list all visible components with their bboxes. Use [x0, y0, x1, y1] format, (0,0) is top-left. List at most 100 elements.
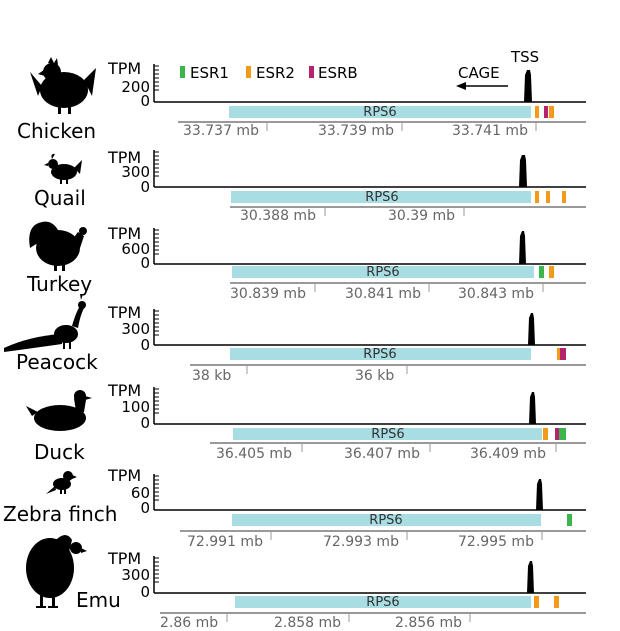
- track-quail: Quail TPM 300 0 RPS6 30.388 mb 30.39 mb: [34, 148, 586, 224]
- coord-label: 33.737 mb: [183, 123, 259, 139]
- zebra-finch-silhouette-icon: [46, 471, 77, 494]
- motif-esr2: [557, 348, 560, 360]
- gene-label: RPS6: [371, 427, 404, 442]
- gene-label: RPS6: [363, 347, 396, 362]
- motif-esrb: [544, 106, 548, 118]
- gene-bar: [232, 514, 541, 526]
- coord-label: 33.741 mb: [452, 123, 528, 139]
- motif-esr1: [539, 266, 544, 278]
- tss-label: TSS: [510, 48, 539, 66]
- coord-label: 2.86 mb: [160, 615, 218, 631]
- gene-label: RPS6: [363, 105, 396, 120]
- coord-label: 36.407 mb: [344, 446, 420, 462]
- y-tick-label: 60: [131, 484, 150, 502]
- gene-bar: [235, 596, 531, 608]
- track-emu: Emu TPM 300 0 RPS6 2.86 mb 2.858 mb 2.85…: [26, 535, 586, 631]
- motif-esr1: [567, 514, 572, 526]
- motif-esr2: [535, 191, 539, 203]
- motif-esr1: [559, 428, 566, 440]
- species-label: Quail: [34, 186, 86, 210]
- y-axis-title: TPM: [107, 303, 141, 322]
- track-peacock: Peacock TPM 300 0 RPS6 38 kb 36 kb: [4, 294, 586, 384]
- y-tick-label: 300: [121, 163, 150, 181]
- species-label: Turkey: [26, 272, 92, 296]
- emu-silhouette-icon: [26, 535, 87, 608]
- species-label: Zebra finch: [3, 502, 117, 526]
- cage-arrow-head: [456, 82, 466, 90]
- y-minor-ticks: [154, 65, 159, 91]
- coord-label: 30.388 mb: [240, 208, 316, 224]
- coord-label: 36 kb: [355, 368, 394, 384]
- y-zero-label: 0: [140, 499, 150, 517]
- legend-esr2-label: ESR2: [256, 64, 295, 82]
- y-zero-label: 0: [140, 583, 150, 601]
- y-tick-label: 600: [121, 240, 150, 258]
- motif-esr2: [543, 428, 548, 440]
- y-minor-ticks: [154, 310, 159, 336]
- cage-peak: [524, 70, 532, 102]
- cage-peak: [527, 561, 534, 593]
- motif-esr2: [534, 596, 539, 608]
- y-axis-title: TPM: [107, 381, 141, 400]
- gene-bar: [232, 266, 534, 278]
- y-tick-label: 300: [121, 320, 150, 338]
- y-tick-label: 100: [121, 398, 150, 416]
- motif-esr2: [562, 191, 566, 203]
- coord-label: 36.405 mb: [216, 446, 292, 462]
- y-minor-ticks: [154, 557, 159, 583]
- legend-esrb-swatch: [309, 66, 314, 78]
- gene-label: RPS6: [366, 595, 399, 610]
- y-axis-title: TPM: [107, 466, 141, 485]
- y-axis-title: TPM: [107, 59, 141, 78]
- motif-esrb: [560, 348, 566, 360]
- track-zebra-finch: Zebra finch TPM 60 0 RPS6 72.991 mb 72.9…: [3, 466, 586, 550]
- motif-esr2: [546, 191, 550, 203]
- motif-esr2: [554, 596, 559, 608]
- track-turkey: Turkey TPM 600 0 RPS6 30.839 mb 30.841 m…: [26, 221, 586, 302]
- gene-label: RPS6: [366, 265, 399, 280]
- y-minor-ticks: [154, 229, 159, 255]
- y-zero-label: 0: [140, 254, 150, 272]
- y-zero-label: 0: [140, 414, 150, 432]
- peacock-silhouette-icon: [4, 294, 86, 352]
- y-zero-label: 0: [140, 178, 150, 196]
- quail-silhouette-icon: [44, 153, 82, 184]
- gene-bar: [233, 428, 542, 440]
- coord-label: 72.995 mb: [458, 534, 534, 550]
- turkey-silhouette-icon: [29, 221, 87, 271]
- coord-label: 30.39 mb: [388, 208, 455, 224]
- species-label: Peacock: [16, 350, 98, 374]
- legend-esr1-swatch: [180, 66, 185, 78]
- coord-label: 72.993 mb: [323, 534, 399, 550]
- species-label: Emu: [76, 588, 121, 612]
- gene-bar: [229, 106, 531, 118]
- duck-silhouette-icon: [26, 390, 92, 431]
- coord-label: 72.991 mb: [187, 534, 263, 550]
- y-zero-label: 0: [140, 92, 150, 110]
- motif-esr2: [549, 266, 554, 278]
- legend-esr2-swatch: [246, 66, 251, 78]
- tss-annotation: TSS CAGE: [456, 48, 539, 90]
- gene-bar: [231, 191, 531, 203]
- cage-label: CAGE: [458, 64, 500, 82]
- coord-label: 30.843 mb: [458, 286, 534, 302]
- coord-label: 33.739 mb: [318, 123, 394, 139]
- legend-esrb-label: ESRB: [318, 64, 358, 82]
- coord-label: 36.409 mb: [470, 446, 546, 462]
- cage-peak: [536, 479, 543, 510]
- coord-label: 2.856 mb: [395, 615, 462, 631]
- track-chicken: Chicken TPM 200 0 RPS6 33.737 mb 33.739 …: [17, 57, 586, 143]
- y-axis-title: TPM: [107, 549, 141, 568]
- y-axis-title: TPM: [107, 224, 141, 243]
- y-minor-ticks: [154, 388, 159, 414]
- motif-esr2: [535, 106, 539, 118]
- track-duck: Duck TPM 100 0 RPS6 36.405 mb 36.407 mb …: [26, 381, 586, 464]
- y-zero-label: 0: [140, 336, 150, 354]
- gene-label: RPS6: [369, 513, 402, 528]
- y-axis-title: TPM: [107, 148, 141, 167]
- cage-peak: [519, 231, 526, 264]
- gene-bar: [230, 348, 531, 360]
- cage-peak: [529, 392, 536, 424]
- coord-label: 30.839 mb: [230, 286, 306, 302]
